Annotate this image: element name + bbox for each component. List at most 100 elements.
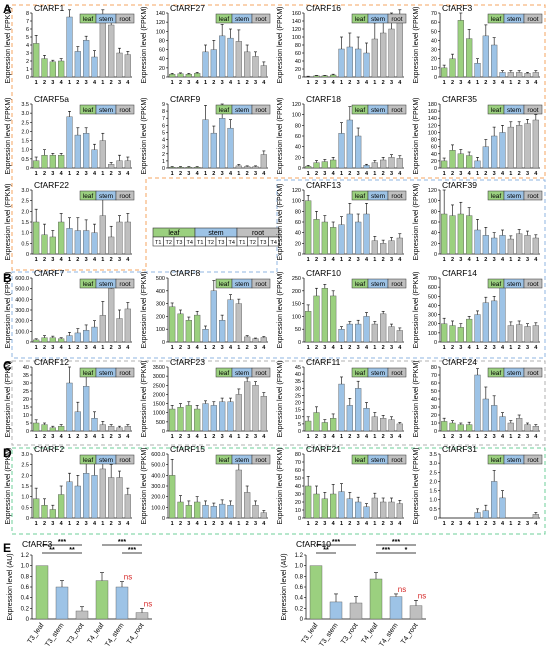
y-tick-label: 0 [162, 429, 165, 435]
bar [124, 54, 131, 78]
panel-letter-e: E [3, 541, 11, 555]
y-tick-label: 1.0 [21, 231, 29, 237]
bar [305, 200, 312, 255]
bar [321, 161, 328, 169]
bar [313, 295, 320, 343]
ns-label: ns [418, 591, 426, 600]
x-tick-label: 4 [229, 434, 233, 440]
legend-swatch-root [387, 13, 407, 24]
group-a-outline [11, 4, 546, 271]
bar [194, 73, 201, 78]
bar [380, 418, 387, 432]
x-tick-label: 1 [307, 80, 310, 86]
legend-label-root: root [119, 457, 130, 464]
y-tick-label: 60 [159, 48, 165, 54]
x-tick-label: 3 [493, 171, 496, 177]
bar [380, 501, 387, 519]
x-tick-label: 3 [85, 434, 88, 440]
y-axis-label: Expression level (FPKM) [413, 271, 420, 348]
legend-swatch-root [523, 13, 543, 24]
y-tick-label: 4 [26, 43, 29, 49]
x-tick-label: 3 [118, 171, 121, 177]
legend-label-leaf: leaf [491, 193, 502, 200]
x-tick-label: 3 [221, 521, 224, 527]
y-tick-label: 7 [162, 116, 165, 122]
x-tick-label: 4 [332, 80, 336, 86]
y-axis-label: Expression level (FPKM) [5, 271, 12, 348]
key-stage-label: T3 [218, 240, 224, 246]
y-tick-label: 70 [295, 460, 301, 466]
bar [66, 228, 73, 255]
chart-title: CfARF5a [34, 94, 69, 104]
y-tick-label: 4 [162, 138, 165, 144]
y-tick-label: 20 [295, 500, 301, 506]
key-stage-label: T4 [187, 240, 193, 246]
bar [83, 330, 90, 343]
bar [41, 424, 48, 432]
chart-cfarf31: Expression level (FPKM) 0 0.5 1.0 1.5 2.0 2.5 3… [413, 444, 543, 527]
legend-label-stem: stem [507, 281, 521, 288]
y-tick-label: 0 [434, 340, 437, 346]
bar [49, 337, 56, 343]
x-tick-label: 2 [76, 434, 79, 440]
bar [66, 16, 73, 78]
legend-label-root: root [527, 457, 538, 464]
bar [371, 38, 378, 78]
x-tick-label: 2 [76, 345, 79, 351]
y-tick-label: 100.0 [15, 329, 29, 335]
x-tick-label: 3 [459, 434, 462, 440]
x-tick-label: 3 [390, 345, 393, 351]
bar [474, 512, 481, 519]
bar [99, 17, 106, 78]
y-tick-label: 60 [295, 220, 301, 226]
bar [108, 477, 115, 519]
bar [33, 422, 40, 432]
legend-label-root: root [391, 107, 402, 114]
bar [108, 24, 115, 78]
panel-letter-b: B [3, 271, 12, 285]
bar [396, 503, 403, 519]
x-tick-label: 1 [443, 521, 446, 527]
bar [99, 315, 106, 343]
significance-label: ** [323, 547, 329, 554]
bar [338, 48, 345, 78]
chart-cfarf27: Expression level (FPKM) 02040608010012014… [141, 3, 271, 86]
legend-swatch-root [115, 13, 135, 24]
bar [363, 52, 370, 78]
x-tick-label: 2 [212, 521, 215, 527]
bar [516, 233, 523, 255]
bar [260, 65, 267, 78]
x-tick-label: 2 [43, 521, 46, 527]
chart-title: CfARF7 [34, 268, 65, 278]
x-tick-label: 1 [171, 521, 174, 527]
y-tick-label: 1500 [153, 402, 165, 408]
y-tick-label: 60 [295, 51, 301, 57]
bar [124, 221, 131, 255]
legend-swatch-root [387, 104, 407, 115]
legend-label-leaf: leaf [491, 281, 502, 288]
y-tick-label: 1.0 [21, 564, 30, 570]
y-tick-label: 6 [162, 123, 165, 129]
bar [369, 578, 383, 620]
x-tick-label: 2 [484, 171, 487, 177]
bar [91, 418, 98, 432]
y-axis-label: Expression level (FPKM) [5, 447, 12, 524]
bar [210, 405, 217, 432]
x-tick-label: 1 [373, 434, 376, 440]
legend-label-stem: stem [99, 16, 113, 23]
bar [388, 240, 395, 255]
legend-label-stem: stem [507, 193, 521, 200]
bar [66, 382, 73, 432]
x-tick-label: 1 [204, 345, 207, 351]
y-tick-label: 40 [431, 231, 437, 237]
bar [74, 51, 81, 78]
bar [507, 126, 514, 169]
bar [202, 119, 209, 169]
significance-label: ** [49, 547, 55, 554]
bar [95, 580, 109, 620]
legend-label-root: root [527, 193, 538, 200]
x-tick-label: 1 [307, 434, 310, 440]
bar [346, 119, 353, 169]
y-tick-label: 60 [431, 220, 437, 226]
x-tick-label: 3 [357, 171, 360, 177]
